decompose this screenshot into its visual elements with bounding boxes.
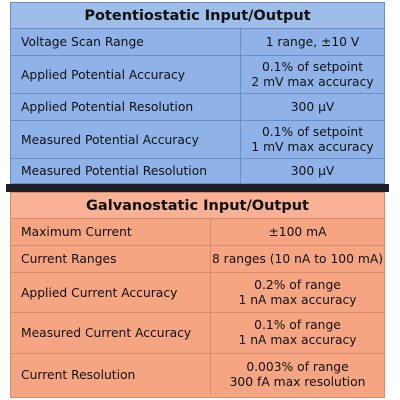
row-label: Applied Potential Resolution [11,94,241,120]
row-label: Current Ranges [11,246,211,272]
row-value: 0.1% of setpoint 2 mV max accuracy [241,56,384,93]
row-label: Measured Potential Accuracy [11,121,241,158]
table-row: Applied Current Accuracy 0.2% of range 1… [11,273,384,313]
value-line-1: 300 µV [290,99,335,114]
row-value: 300 µV [241,159,384,183]
row-label: Voltage Scan Range [11,29,241,55]
row-label: Measured Potential Resolution [11,159,241,183]
table-row: Applied Potential Accuracy 0.1% of setpo… [11,56,384,94]
section-divider [6,184,389,192]
value-line-1: 0.003% of range [246,359,349,374]
table-row: Maximum Current ±100 mA [11,219,384,246]
galvanostatic-title: Galvanostatic Input/Output [11,193,384,219]
table-row: Measured Potential Accuracy 0.1% of setp… [11,121,384,159]
table-row: Measured Current Accuracy 0.1% of range … [11,313,384,354]
table-row: Applied Potential Resolution 300 µV [11,94,384,121]
table-row: Current Ranges 8 ranges (10 nA to 100 mA… [11,246,384,273]
value-line-1: 300 µV [290,163,335,178]
value-line-2: 1 nA max accuracy [238,333,357,347]
row-label: Current Resolution [11,354,211,395]
row-label: Maximum Current [11,219,211,245]
row-value: 0.1% of range 1 nA max accuracy [211,313,384,353]
row-value: 1 range, ±10 V [241,29,384,55]
row-value: 0.1% of setpoint 1 mV max accuracy [241,121,384,158]
value-line-2: 1 mV max accuracy [251,139,374,154]
value-line-2: 1 nA max accuracy [238,292,357,307]
row-value: 8 ranges (10 nA to 100 mA) [211,246,384,272]
row-label: Measured Current Accuracy [11,313,211,353]
value-line-1: 0.1% of range [254,318,341,332]
row-value: 0.2% of range 1 nA max accuracy [211,273,384,312]
table-row: Measured Potential Resolution 300 µV [11,159,384,183]
value-line-1: 0.1% of setpoint [261,59,364,74]
value-line-1: ±100 mA [268,224,327,239]
value-line-1: 1 range, ±10 V [265,34,360,49]
table-row: Current Resolution 0.003% of range 300 f… [11,354,384,395]
value-line-1: 0.2% of range [254,277,341,292]
potentiostatic-title: Potentiostatic Input/Output [11,3,384,29]
value-line-1: 8 ranges (10 nA to 100 mA) [211,251,384,266]
row-label: Applied Potential Accuracy [11,56,241,93]
potentiostatic-table: Potentiostatic Input/Output Voltage Scan… [10,2,385,184]
value-line-2: 300 fA max resolution [229,374,366,389]
row-value: 0.003% of range 300 fA max resolution [211,354,384,395]
table-row: Voltage Scan Range 1 range, ±10 V [11,29,384,56]
value-line-2: 2 mV max accuracy [251,74,374,89]
value-line-1: 0.1% of setpoint [261,124,364,139]
row-value: ±100 mA [211,219,384,245]
row-value: 300 µV [241,94,384,120]
row-label: Applied Current Accuracy [11,273,211,312]
galvanostatic-table: Galvanostatic Input/Output Maximum Curre… [10,192,385,398]
